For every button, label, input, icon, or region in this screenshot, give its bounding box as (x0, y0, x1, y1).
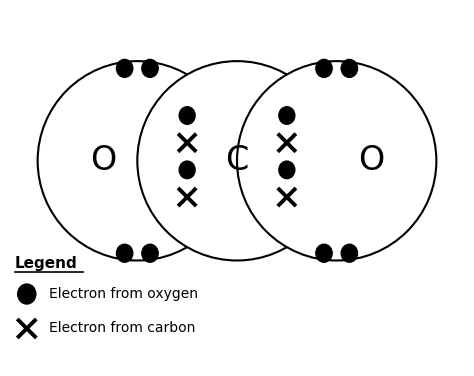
Ellipse shape (341, 244, 357, 262)
Ellipse shape (179, 161, 195, 179)
Ellipse shape (142, 244, 158, 262)
Ellipse shape (279, 161, 295, 179)
Text: Electron from carbon: Electron from carbon (49, 321, 196, 335)
Ellipse shape (316, 244, 332, 262)
Text: C: C (225, 144, 249, 177)
Ellipse shape (142, 59, 158, 77)
Circle shape (37, 61, 237, 261)
Text: Electron from oxygen: Electron from oxygen (49, 287, 199, 301)
Text: O: O (90, 144, 116, 177)
Ellipse shape (279, 107, 295, 124)
Circle shape (137, 61, 337, 261)
Text: Legend: Legend (15, 256, 78, 271)
Ellipse shape (117, 244, 133, 262)
Ellipse shape (341, 59, 357, 77)
Text: O: O (358, 144, 384, 177)
Ellipse shape (179, 107, 195, 124)
Ellipse shape (117, 59, 133, 77)
Ellipse shape (18, 284, 36, 304)
Ellipse shape (316, 59, 332, 77)
Circle shape (237, 61, 437, 261)
